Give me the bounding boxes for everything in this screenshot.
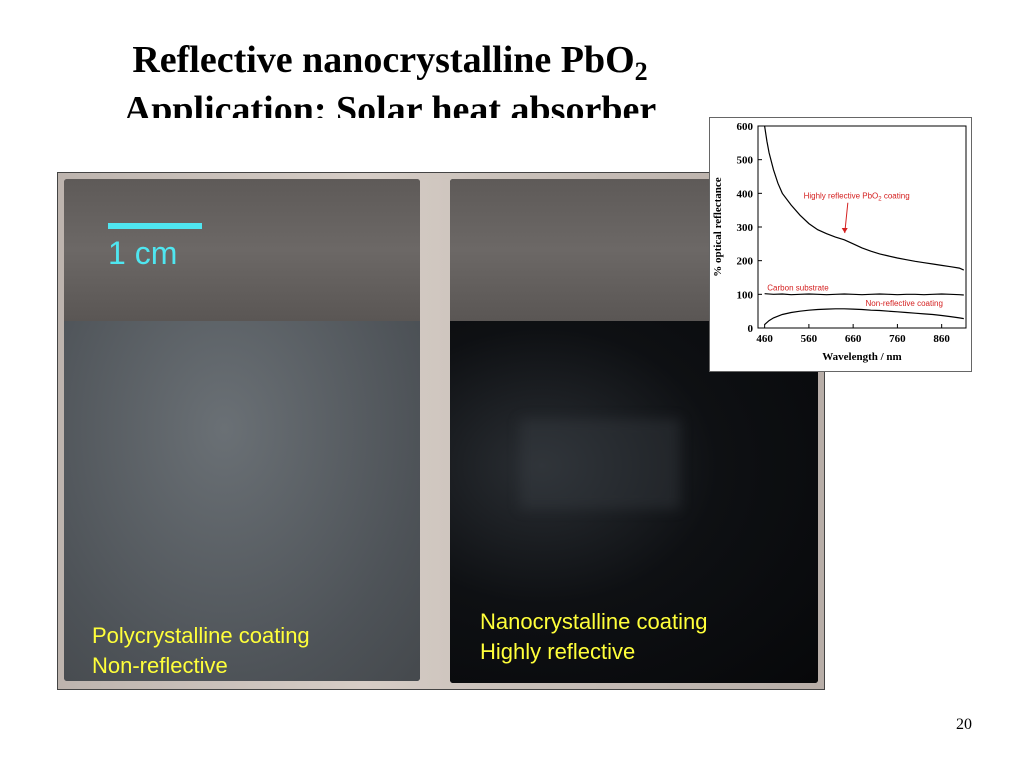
y-tick-label: 200 [737,256,754,268]
y-tick-label: 600 [737,121,754,133]
y-tick-label: 400 [737,188,754,200]
chart-svg: 460 560 660 760 860 0 100 200 300 400 500 600 Wavele… [712,121,967,363]
polycrystalline-sample: 1 cm Polycrystalline coating Non-reflect… [64,179,420,681]
nanocrystalline-sample [450,179,818,683]
x-tick-label: 660 [845,333,862,345]
page-number: 20 [956,716,972,733]
y-tick-label: 0 [748,323,754,335]
annotation-carbon: Carbon substrate [767,283,829,292]
x-tick-label: 760 [889,333,906,345]
sample-photo: 1 cm Polycrystalline coating Non-reflect… [57,172,825,690]
y-tick-label: 500 [737,155,754,167]
scale-label: 1 cm [108,235,178,271]
coated-area [64,321,420,681]
reflectance-chart: 460 560 660 760 860 0 100 200 300 400 500 600 Wavele… [709,117,972,372]
coated-area [450,321,818,683]
non-reflective-coating-line [764,308,964,326]
plot-frame [757,125,967,329]
annotation-nonreflective: Non-reflective coating [866,299,943,308]
left-caption-line2: Non-reflective [92,653,228,678]
reflection-highlight [520,419,680,509]
x-tick-label: 460 [756,333,773,345]
x-axis-label: Wavelength / nm [822,351,901,363]
x-tick-label: 860 [933,333,950,345]
annotation-reflective: Highly reflective PbO2 coating [804,191,910,202]
left-caption-line1: Polycrystalline coating [92,623,310,648]
left-caption: Polycrystalline coating Non-reflective [92,621,310,681]
annotation-arrowhead [841,228,848,234]
right-caption-line1: Nanocrystalline coating [480,609,708,634]
y-tick-label: 100 [737,289,754,301]
slide-title-line1: Reflective nanocrystalline PbO2 [132,39,648,86]
right-caption-line2: Highly reflective [480,639,636,664]
right-caption: Nanocrystalline coating Highly reflectiv… [480,607,707,667]
annotation-arrow [844,202,849,234]
reflective-coating-line [764,125,965,271]
y-axis-label: % optical reflectance [712,177,724,276]
carbon-substrate-line [764,293,964,296]
x-tick-label: 560 [801,333,818,345]
slide-title-line2: Application: Solar heat absorber [123,89,657,118]
scale-bar [108,223,202,229]
uncoated-band [64,179,420,321]
y-tick-label: 300 [737,222,754,234]
